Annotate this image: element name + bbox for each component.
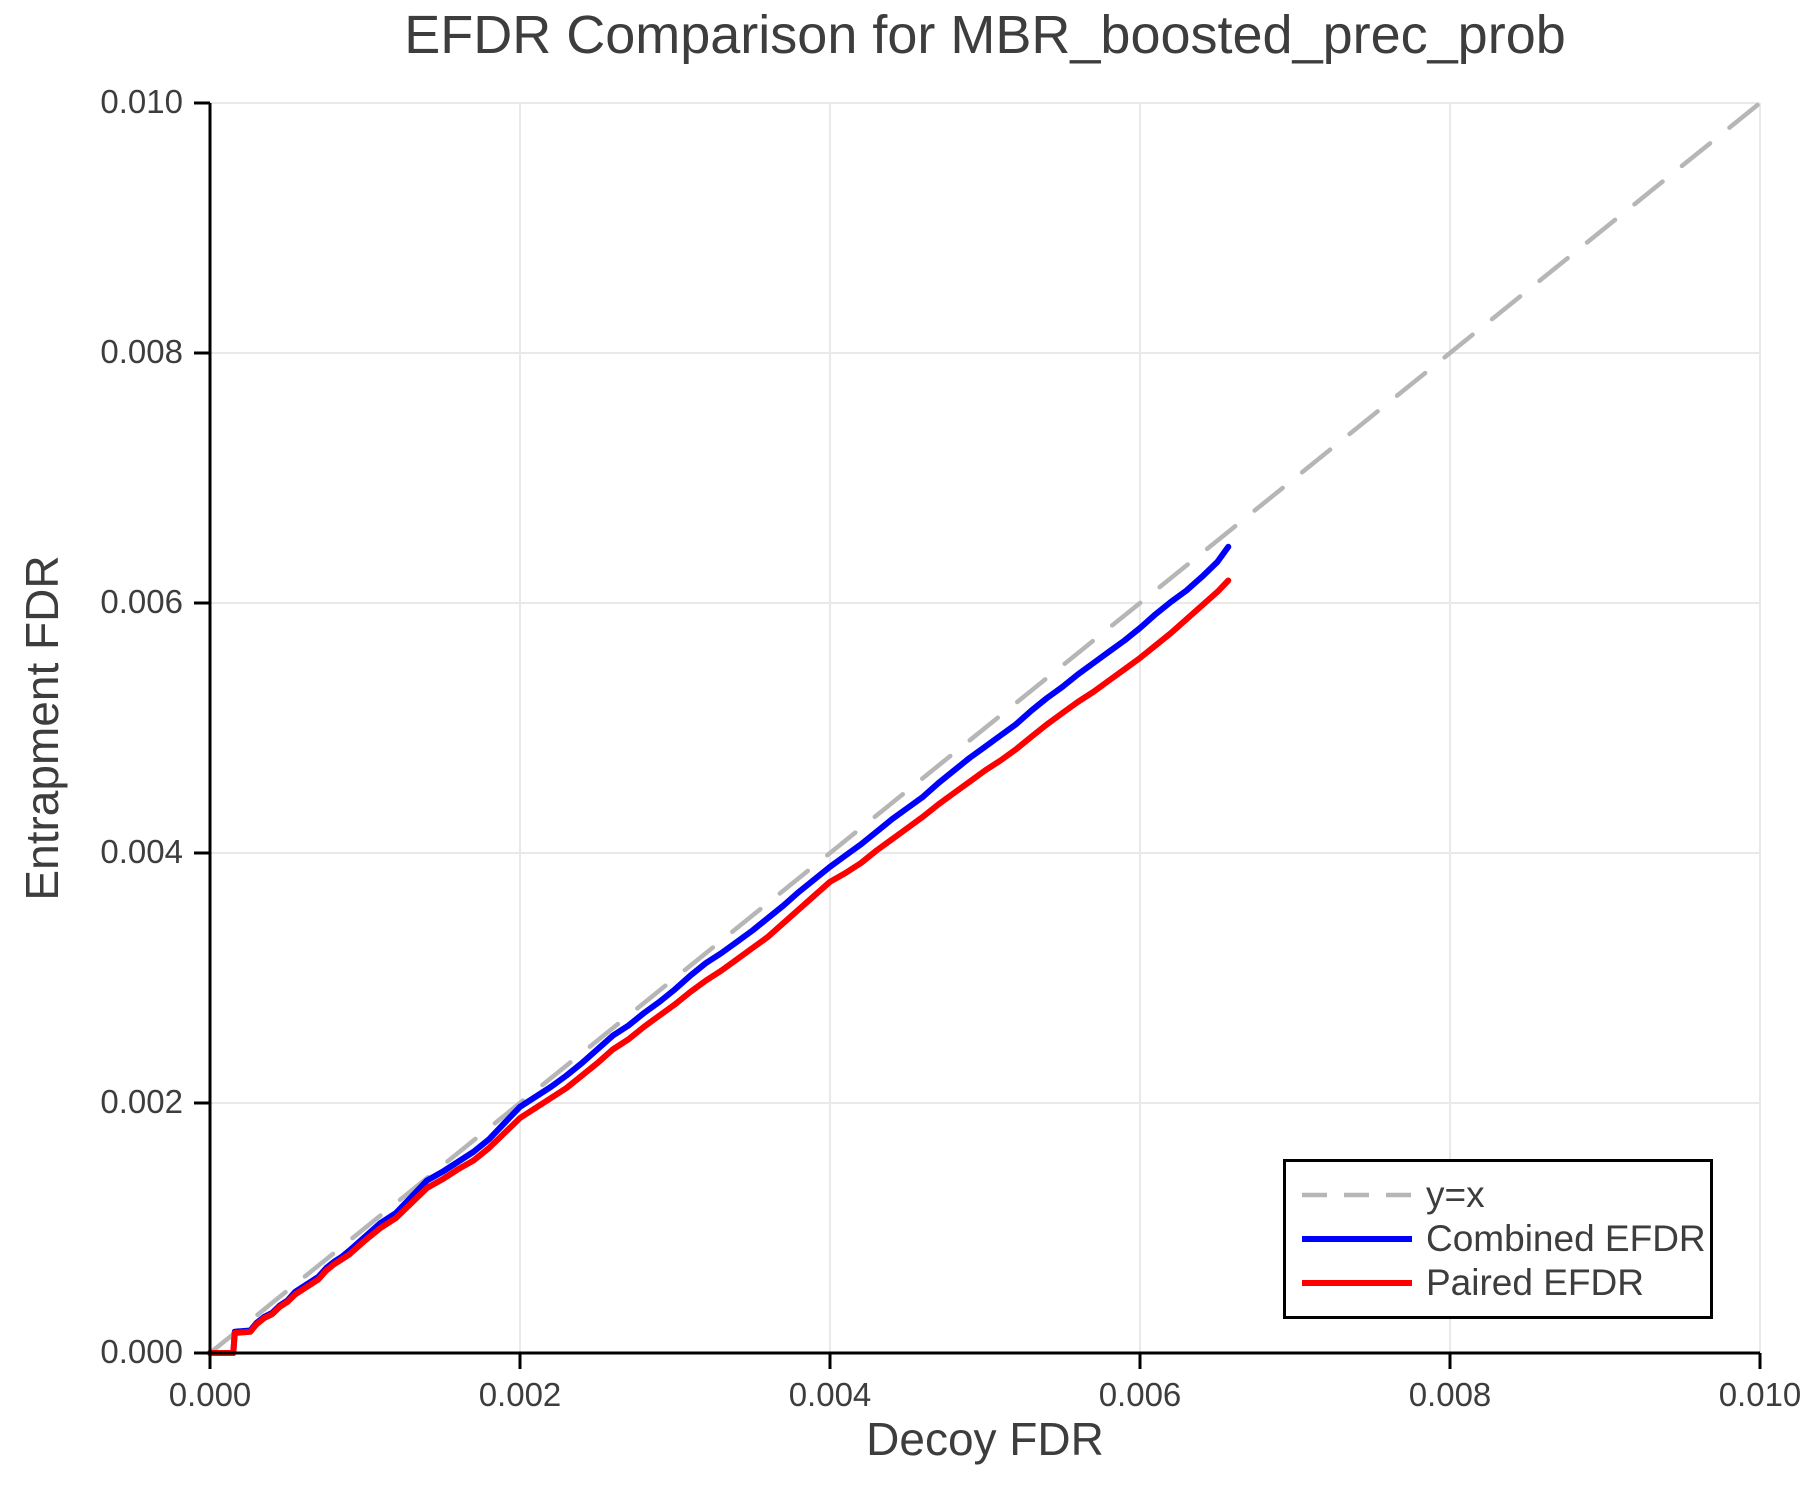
chart-title: EFDR Comparison for MBR_boosted_prec_pro…: [404, 5, 1566, 65]
legend-label-yx: y=x: [1426, 1174, 1485, 1215]
legend-dashed-line-sample: [1302, 1192, 1412, 1198]
y-tick-label: 0.010: [100, 83, 183, 120]
x-tick-label: 0.000: [168, 1376, 252, 1413]
legend-blue-line-sample: [1302, 1236, 1412, 1242]
legend-row-yx: y=x: [1302, 1175, 1710, 1215]
y-tick-label: 0.000: [100, 1333, 183, 1370]
legend-label-combined-efdr: Combined EFDR: [1426, 1218, 1706, 1259]
x-tick-label: 0.008: [1408, 1376, 1492, 1413]
y-tick-label: 0.008: [100, 333, 183, 370]
x-tick-label: 0.004: [788, 1376, 872, 1413]
x-tick-label: 0.006: [1098, 1376, 1182, 1413]
y-tick-label: 0.006: [100, 583, 183, 620]
series-line-paired-efdr: [207, 577, 1232, 1356]
x-axis-label: Decoy FDR: [866, 1413, 1104, 1465]
legend-row-paired-efdr: Paired EFDR: [1302, 1263, 1710, 1303]
legend: y=x Combined EFDR Paired EFDR: [1283, 1159, 1713, 1319]
x-tick-label: 0.010: [1718, 1376, 1800, 1413]
legend-red-line-sample: [1302, 1280, 1412, 1286]
legend-label-paired-efdr: Paired EFDR: [1426, 1262, 1644, 1303]
series-line-y-x: [207, 100, 1763, 1356]
x-tick-label: 0.002: [478, 1376, 562, 1413]
legend-row-combined-efdr: Combined EFDR: [1302, 1219, 1710, 1259]
y-tick-label: 0.002: [100, 1083, 183, 1120]
y-tick-label: 0.004: [100, 833, 183, 870]
